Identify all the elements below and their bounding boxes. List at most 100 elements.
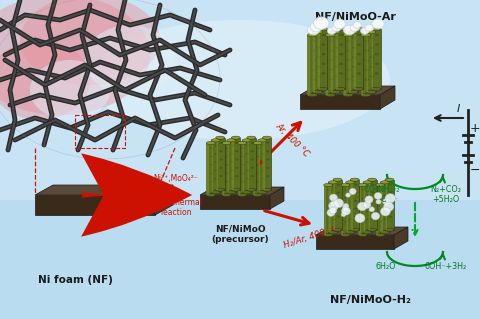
- Ellipse shape: [0, 40, 90, 120]
- Ellipse shape: [375, 53, 379, 56]
- Bar: [308, 35, 310, 95]
- Ellipse shape: [266, 150, 270, 152]
- Ellipse shape: [334, 19, 346, 29]
- Ellipse shape: [257, 147, 260, 149]
- Text: N₂+CO₂: N₂+CO₂: [431, 185, 461, 194]
- Bar: [242, 140, 251, 192]
- Ellipse shape: [355, 214, 365, 223]
- Ellipse shape: [353, 87, 363, 91]
- Ellipse shape: [211, 191, 220, 194]
- Ellipse shape: [230, 145, 234, 147]
- Bar: [263, 138, 271, 190]
- Bar: [376, 185, 384, 235]
- Bar: [376, 185, 378, 235]
- Ellipse shape: [381, 207, 390, 216]
- Ellipse shape: [365, 59, 369, 62]
- Ellipse shape: [235, 150, 239, 152]
- Ellipse shape: [210, 147, 214, 149]
- Bar: [312, 32, 315, 92]
- Bar: [350, 180, 360, 230]
- Ellipse shape: [211, 139, 220, 142]
- Bar: [335, 29, 345, 89]
- Bar: [242, 140, 244, 192]
- Ellipse shape: [246, 153, 250, 155]
- Ellipse shape: [215, 178, 218, 180]
- Ellipse shape: [333, 228, 342, 231]
- Ellipse shape: [317, 27, 327, 31]
- Ellipse shape: [316, 75, 321, 78]
- Ellipse shape: [357, 43, 361, 46]
- Bar: [361, 35, 371, 95]
- Ellipse shape: [312, 90, 323, 94]
- Ellipse shape: [384, 202, 387, 204]
- Ellipse shape: [347, 78, 351, 81]
- Bar: [258, 140, 260, 192]
- Ellipse shape: [343, 33, 353, 37]
- Bar: [211, 140, 220, 192]
- Ellipse shape: [350, 228, 360, 231]
- Ellipse shape: [379, 205, 383, 207]
- Bar: [343, 35, 346, 95]
- Bar: [206, 143, 216, 195]
- Ellipse shape: [362, 205, 365, 207]
- Ellipse shape: [322, 63, 325, 65]
- Ellipse shape: [253, 193, 262, 197]
- Bar: [350, 180, 352, 230]
- Ellipse shape: [215, 145, 218, 147]
- Ellipse shape: [367, 202, 370, 204]
- Text: NF/NiMoO-Ar: NF/NiMoO-Ar: [314, 12, 396, 22]
- Ellipse shape: [316, 56, 321, 58]
- Bar: [380, 182, 389, 232]
- Ellipse shape: [368, 178, 377, 181]
- Ellipse shape: [331, 201, 337, 207]
- Ellipse shape: [247, 136, 256, 139]
- Ellipse shape: [210, 172, 214, 174]
- Ellipse shape: [308, 33, 317, 37]
- Ellipse shape: [329, 78, 333, 81]
- Ellipse shape: [258, 139, 267, 142]
- Polygon shape: [35, 195, 155, 215]
- Ellipse shape: [222, 141, 231, 145]
- Ellipse shape: [342, 207, 350, 215]
- Ellipse shape: [312, 59, 315, 62]
- Ellipse shape: [365, 69, 369, 71]
- Bar: [263, 138, 264, 190]
- Ellipse shape: [327, 197, 331, 199]
- Ellipse shape: [253, 141, 262, 145]
- Ellipse shape: [266, 167, 270, 169]
- Bar: [333, 180, 342, 230]
- Ellipse shape: [230, 178, 234, 180]
- Ellipse shape: [366, 90, 376, 94]
- Ellipse shape: [257, 164, 260, 166]
- Ellipse shape: [227, 139, 236, 142]
- Bar: [231, 138, 240, 190]
- Ellipse shape: [375, 34, 379, 36]
- Text: 6OH⁻+3H₂: 6OH⁻+3H₂: [425, 262, 467, 271]
- Ellipse shape: [226, 172, 229, 174]
- Ellipse shape: [324, 183, 333, 187]
- Ellipse shape: [266, 142, 270, 144]
- Ellipse shape: [30, 60, 110, 120]
- Ellipse shape: [334, 75, 338, 78]
- Ellipse shape: [312, 69, 315, 71]
- Ellipse shape: [235, 167, 239, 169]
- Text: H₂/Ar, 400 °C: H₂/Ar, 400 °C: [283, 224, 340, 250]
- Ellipse shape: [334, 56, 338, 58]
- Bar: [324, 185, 333, 235]
- Bar: [348, 32, 358, 92]
- Ellipse shape: [363, 201, 371, 208]
- Ellipse shape: [322, 72, 325, 75]
- Bar: [341, 185, 350, 235]
- Ellipse shape: [313, 17, 329, 29]
- Ellipse shape: [328, 231, 337, 234]
- Ellipse shape: [348, 90, 358, 94]
- Ellipse shape: [334, 65, 338, 68]
- Ellipse shape: [215, 169, 218, 172]
- Ellipse shape: [379, 221, 383, 223]
- Ellipse shape: [210, 164, 214, 166]
- Ellipse shape: [352, 56, 356, 58]
- Ellipse shape: [352, 46, 356, 49]
- Bar: [341, 185, 343, 235]
- Text: Hydrothermal
reaction: Hydrothermal reaction: [149, 198, 203, 218]
- Ellipse shape: [365, 24, 374, 31]
